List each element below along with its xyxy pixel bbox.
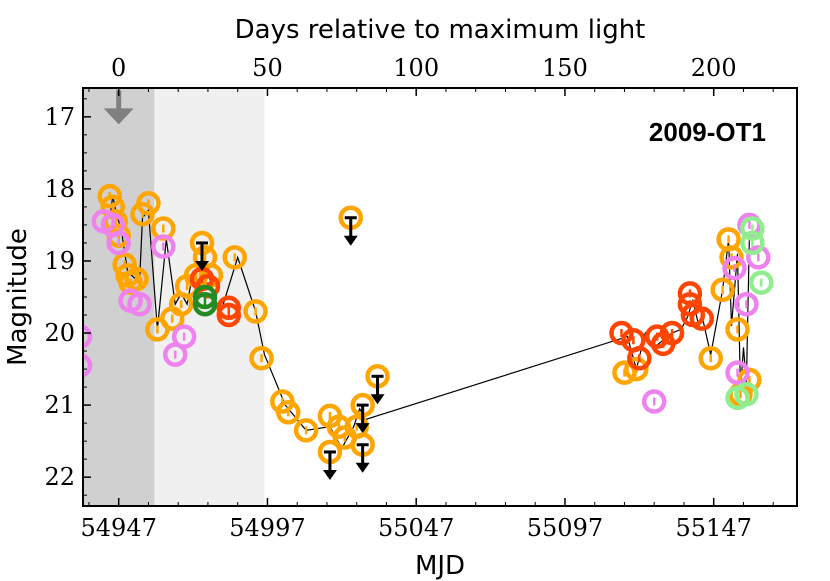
point-lightgreen-4 — [749, 270, 774, 295]
x-tick-label: 54997 — [229, 514, 305, 542]
x-axis-title: MJD — [415, 551, 465, 581]
y-tick-label: 19 — [44, 247, 75, 275]
y-tick-label: 22 — [44, 463, 75, 491]
point-orange-22 — [276, 400, 301, 425]
upper-limit-arrow-0 — [195, 260, 209, 271]
chart-title: 2009-OT1 — [649, 117, 766, 147]
top-tick-label: 200 — [691, 54, 737, 82]
point-orange-34 — [725, 317, 750, 342]
upper-limit-arrow-5 — [370, 394, 385, 405]
point-orange-19 — [243, 299, 268, 324]
point-orange-18 — [222, 245, 247, 270]
point-violet-1 — [83, 353, 93, 378]
point-violet-6 — [127, 291, 152, 317]
point-orange-23 — [293, 418, 319, 443]
upper-limit-arrow-4 — [355, 462, 370, 473]
point-violet-10 — [641, 389, 667, 414]
top-tick-label: 100 — [393, 54, 439, 82]
point-violet-0 — [83, 324, 93, 349]
point-orange-30 — [698, 346, 723, 371]
point-lightgreen-2 — [740, 216, 765, 241]
max-light-limit-arrow — [103, 108, 134, 125]
point-orangered-3 — [216, 302, 242, 328]
point-orange-31 — [710, 277, 735, 303]
top-axis-title: Days relative to maximum light — [235, 15, 646, 45]
upper-limit-arrow-3 — [355, 423, 370, 434]
point-orange-29 — [624, 356, 649, 382]
x-tick-label: 55047 — [378, 514, 454, 542]
point-orange-9 — [136, 191, 161, 216]
point-violet-15 — [746, 245, 771, 270]
x-tick-label: 55097 — [527, 514, 603, 542]
y-tick-label: 20 — [44, 319, 75, 347]
point-orange-28 — [612, 360, 637, 385]
x-tick-label: 54947 — [81, 514, 157, 542]
point-orange-33 — [719, 245, 744, 270]
point-violet-11 — [722, 255, 747, 281]
y-axis-title: Magnitude — [3, 228, 33, 366]
y-tick-label: 17 — [44, 103, 75, 131]
top-tick-label: 0 — [111, 54, 126, 82]
point-violet-12 — [725, 360, 750, 385]
top-tick-label: 50 — [252, 54, 283, 82]
point-lightgreen-1 — [734, 382, 759, 407]
point-violet-7 — [151, 234, 176, 259]
point-orangered-6 — [627, 346, 652, 371]
point-violet-13 — [734, 291, 759, 317]
point-orangered-13 — [689, 306, 715, 331]
point-violet-9 — [171, 324, 197, 349]
point-orange-20 — [249, 346, 274, 371]
point-orange-7 — [124, 266, 149, 292]
point-green-1 — [192, 291, 218, 317]
point-lightgreen-3 — [740, 230, 765, 256]
x-tick-label: 55147 — [676, 514, 752, 542]
top-tick-label: 150 — [542, 54, 588, 82]
upper-limit-arrow-1 — [343, 235, 358, 246]
point-orange-0 — [97, 183, 123, 209]
y-tick-label: 18 — [44, 175, 75, 203]
point-violet-4 — [106, 230, 131, 256]
point-orangered-9 — [659, 320, 685, 346]
upper-limit-arrow-2 — [322, 469, 337, 480]
y-tick-label: 21 — [44, 391, 75, 419]
